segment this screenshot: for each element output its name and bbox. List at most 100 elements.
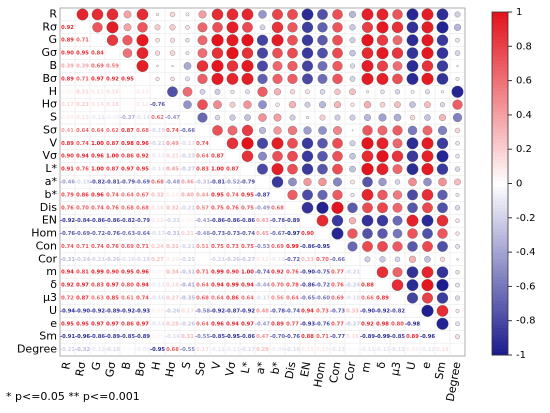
value-label: -0.93 [135, 308, 150, 314]
correlation-circle [421, 266, 434, 279]
value-label: -0.69 [75, 231, 90, 237]
value-label: 0.91 [61, 167, 74, 173]
value-label: 0.68 [151, 180, 164, 186]
value-label: -0.52 [225, 180, 240, 186]
value-label: -0.82 [90, 180, 105, 186]
value-label: 0.73 [316, 308, 329, 314]
correlation-circle [212, 22, 223, 33]
value-label: 0.57 [196, 205, 209, 211]
row-label: Hom [31, 227, 57, 240]
value-label: -0.27 [180, 167, 195, 173]
colorbar-segment [492, 276, 508, 281]
column-label: G [89, 361, 103, 372]
value-label: 0.11 [136, 102, 149, 108]
correlation-circle [317, 138, 328, 149]
correlation-circle [226, 137, 239, 150]
correlation-circle [287, 189, 298, 200]
correlation-circle [436, 60, 449, 72]
correlation-circle [185, 76, 190, 82]
correlation-circle [241, 150, 254, 162]
correlation-circle [334, 114, 341, 121]
value-label: -0.13 [150, 167, 165, 173]
value-label: 0.16 [346, 334, 359, 340]
correlation-circle [361, 47, 374, 59]
row-label: m [46, 265, 57, 278]
correlation-circle [351, 129, 354, 132]
colorbar-segment [492, 77, 508, 82]
value-label: 0.96 [91, 154, 104, 160]
value-label: 0.62 [106, 128, 119, 134]
correlation-circle [392, 35, 403, 46]
correlation-circle [423, 177, 432, 187]
value-label: -0.85 [210, 334, 225, 340]
correlation-circle [392, 73, 403, 85]
colorbar-segment [492, 289, 508, 294]
value-label: 0.69 [271, 244, 284, 250]
correlation-circle [258, 100, 267, 109]
value-label: -0.21 [165, 218, 180, 224]
correlation-circle [271, 176, 284, 188]
colorbar-segment [492, 128, 508, 133]
value-label: 0.11 [166, 192, 179, 198]
correlation-circle [226, 73, 239, 85]
value-label: -0.74 [240, 231, 255, 237]
correlation-circle [380, 89, 385, 94]
correlation-circle [332, 73, 343, 85]
value-label: -0.89 [105, 334, 120, 340]
correlation-circle [211, 47, 224, 59]
value-label: -0.26 [105, 257, 120, 263]
colorbar-segment [492, 18, 508, 23]
correlation-circle [155, 76, 160, 81]
value-label: -0.74 [285, 308, 300, 314]
value-label: -0.66 [330, 257, 345, 263]
value-label: 0.96 [136, 141, 149, 147]
value-label: -0.92 [90, 308, 105, 314]
value-label: 0.94 [226, 321, 239, 327]
value-label: -0.60 [315, 296, 330, 302]
value-label: -0.66 [180, 128, 195, 134]
correlation-circle [214, 114, 221, 121]
correlation-circle [362, 228, 373, 239]
correlation-circle [197, 22, 208, 33]
correlation-circle [376, 150, 389, 163]
correlation-circle [455, 282, 460, 288]
value-label: -0.48 [165, 180, 180, 186]
correlation-circle [436, 317, 449, 330]
row-label: L* [45, 162, 57, 175]
correlation-circle [350, 192, 355, 197]
colorbar-segment [492, 190, 508, 195]
colorbar-segment [492, 176, 508, 181]
correlation-circle [436, 8, 449, 21]
colorbar-segment [492, 262, 508, 267]
correlation-circle [347, 202, 358, 213]
correlation-circle [332, 138, 343, 149]
value-label: -0.11 [225, 347, 240, 353]
colorbar-segment [492, 210, 508, 215]
row-label: V [49, 136, 57, 149]
value-label: -0.11 [150, 283, 165, 289]
column-label: S [179, 361, 193, 370]
value-label: 0.09 [406, 347, 419, 353]
colorbar-segment [492, 36, 508, 40]
value-label: -0.19 [135, 257, 150, 263]
correlation-circle [169, 50, 176, 56]
row-label: Con [36, 239, 57, 252]
value-label: 0.94 [301, 308, 314, 314]
value-label: 0.76 [106, 205, 119, 211]
value-label: -0.21 [180, 205, 195, 211]
correlation-circle [303, 177, 312, 187]
correlation-circle [318, 126, 327, 135]
correlation-circle [406, 214, 419, 227]
correlation-circle [302, 73, 313, 85]
correlation-circle [425, 89, 430, 95]
colorbar-segment [492, 32, 508, 37]
value-label: 1.00 [91, 167, 104, 173]
correlation-circle [212, 125, 223, 136]
correlation-circle [421, 189, 434, 201]
value-label: 0.77 [331, 270, 344, 276]
correlation-circle [407, 125, 418, 136]
value-label: -0.86 [210, 218, 225, 224]
value-label: 0.32 [151, 192, 164, 198]
correlation-circle [156, 12, 159, 16]
column-label: Vσ [223, 361, 238, 378]
